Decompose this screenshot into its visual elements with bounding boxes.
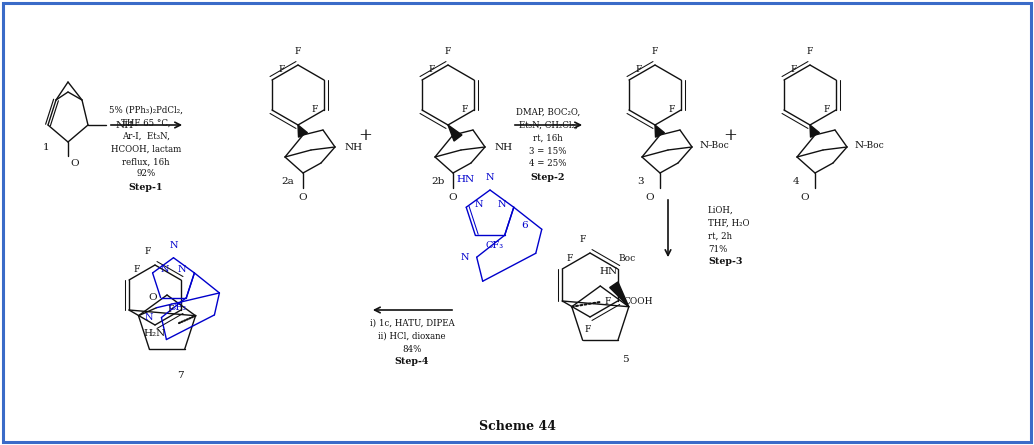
Text: F: F [651,47,659,56]
Text: F: F [311,105,318,114]
Polygon shape [810,125,820,137]
Text: Step-1: Step-1 [129,182,163,191]
Text: NH: NH [345,142,363,151]
Text: O: O [70,159,79,169]
Text: O: O [449,193,457,202]
Text: N: N [855,141,864,150]
Text: 84%: 84% [402,344,422,353]
Text: NH: NH [495,142,513,151]
Text: N: N [497,200,506,209]
Polygon shape [610,282,629,307]
Text: N: N [475,200,483,209]
Text: 3: 3 [638,178,644,186]
Text: Et₃N, CH₂Cl₂,: Et₃N, CH₂Cl₂, [519,121,577,129]
Text: reflux, 16h: reflux, 16h [122,158,170,166]
Text: Ar-I,  Et₃N,: Ar-I, Et₃N, [122,132,170,141]
Text: F: F [295,47,301,56]
Polygon shape [655,125,665,137]
Text: LiOH,: LiOH, [708,206,734,214]
Text: F: F [461,105,468,114]
Text: F: F [807,47,813,56]
Text: F: F [824,105,830,114]
Text: 3 = 15%: 3 = 15% [529,146,567,155]
Text: HN: HN [600,267,618,276]
Text: F: F [567,254,573,263]
Text: F: F [145,247,151,256]
Text: HCOOH, lactam: HCOOH, lactam [111,145,181,154]
Text: F: F [669,105,675,114]
Text: DMAP, BOC₂O,: DMAP, BOC₂O, [516,108,580,117]
Text: F: F [790,65,796,74]
Text: rt, 16h: rt, 16h [534,134,562,142]
Text: 5: 5 [621,356,629,364]
Text: 71%: 71% [708,244,727,254]
Text: Step-2: Step-2 [530,173,566,182]
Text: rt, 2h: rt, 2h [708,231,732,240]
Text: F: F [278,65,284,74]
Text: F: F [133,265,140,274]
Text: THF 65 °C,: THF 65 °C, [121,118,171,128]
Text: N: N [700,141,709,150]
Text: COOH: COOH [624,297,653,306]
Text: F: F [428,65,434,74]
Text: ii) HCl, dioxane: ii) HCl, dioxane [378,332,446,340]
Text: H₂N: H₂N [144,329,165,338]
Text: CF₃: CF₃ [169,303,187,312]
Text: F: F [635,65,641,74]
Text: N: N [486,173,494,182]
Text: Scheme 44: Scheme 44 [479,421,555,433]
Text: F: F [604,296,611,306]
Text: +: + [723,126,737,143]
Text: –Boc: –Boc [708,141,730,150]
Text: F: F [168,306,174,315]
Text: 4: 4 [793,178,799,186]
Text: i) 1c, HATU, DIPEA: i) 1c, HATU, DIPEA [369,319,454,328]
Text: 4 = 25%: 4 = 25% [529,159,567,169]
Text: Step-3: Step-3 [708,258,742,267]
Text: Boc: Boc [618,254,636,263]
Text: N: N [170,241,178,250]
Text: HN: HN [457,175,475,185]
Polygon shape [448,125,462,141]
Text: 6: 6 [522,221,528,230]
Text: THF, H₂O: THF, H₂O [708,218,750,227]
Text: F: F [445,47,451,56]
Text: 2a: 2a [281,178,295,186]
Text: –Boc: –Boc [863,141,885,150]
Text: 7: 7 [177,371,183,380]
Text: F: F [585,325,591,334]
Text: 5% (PPh₃)₂PdCl₂,: 5% (PPh₃)₂PdCl₂, [109,105,183,114]
Text: 92%: 92% [136,170,156,178]
Text: F: F [580,235,586,244]
Text: O: O [800,193,809,202]
Text: N: N [145,313,153,322]
Text: +: + [358,126,372,143]
Text: 1: 1 [42,143,50,153]
Text: 2b: 2b [431,178,445,186]
Text: O: O [299,193,307,202]
Text: N: N [160,265,170,275]
Text: Step-4: Step-4 [395,357,429,367]
Polygon shape [298,125,307,137]
Text: NH: NH [116,121,134,129]
Text: CF₃: CF₃ [485,241,504,250]
Text: O: O [645,193,653,202]
Text: N: N [460,253,468,262]
Text: N: N [178,265,186,275]
Text: O: O [148,293,157,302]
